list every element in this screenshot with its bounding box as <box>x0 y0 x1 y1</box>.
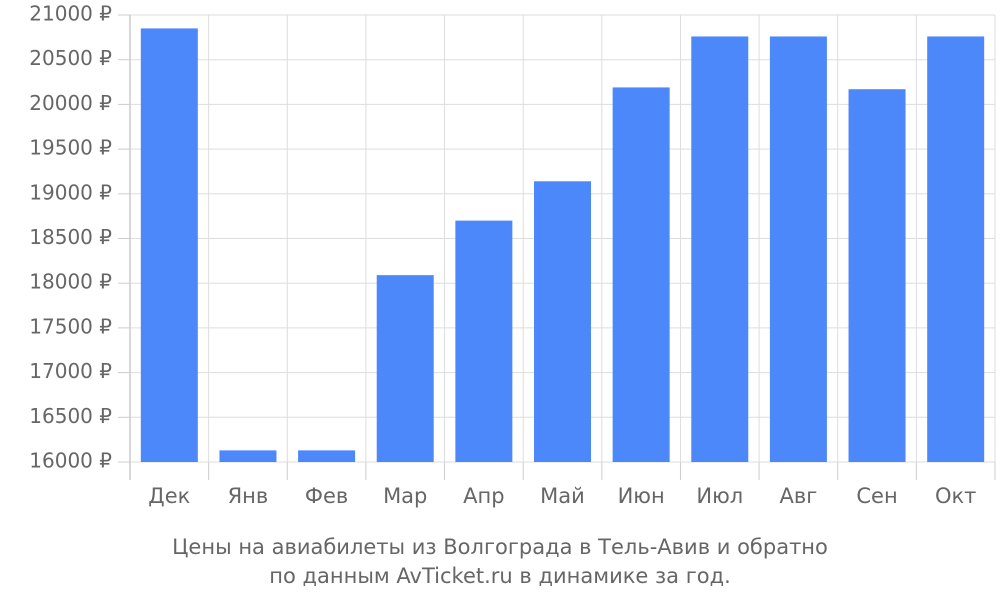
bar <box>769 36 827 463</box>
bar <box>691 36 749 463</box>
bar <box>140 28 198 462</box>
bar <box>298 450 356 462</box>
y-tick-label: 20000 ₽ <box>29 91 112 115</box>
y-tick-label: 20500 ₽ <box>29 46 112 70</box>
x-tick-label: Дек <box>148 484 190 508</box>
y-tick-label: 19000 ₽ <box>29 180 112 204</box>
bar <box>534 181 591 462</box>
x-tick-label: Май <box>540 484 585 508</box>
x-tick-label: Янв <box>228 484 269 508</box>
chart-subtitle: по данным AvTicket.ru в динамике за год. <box>269 564 731 588</box>
bar <box>612 87 670 462</box>
x-tick-label: Сен <box>856 484 897 508</box>
bar <box>219 450 277 462</box>
x-tick-label: Фев <box>305 484 348 508</box>
y-tick-label: 16000 ₽ <box>29 449 112 473</box>
x-tick-label: Июн <box>618 484 665 508</box>
y-tick-label: 16500 ₽ <box>29 404 112 428</box>
x-tick-label: Июл <box>696 484 743 508</box>
y-tick-label: 21000 ₽ <box>29 2 112 26</box>
x-tick-label: Окт <box>935 484 976 508</box>
x-tick-label: Авг <box>780 484 818 508</box>
y-tick-label: 18000 ₽ <box>29 270 112 294</box>
y-tick-label: 17000 ₽ <box>29 359 112 383</box>
chart-title: Цены на авиабилеты из Волгограда в Тель-… <box>172 535 828 559</box>
bar <box>455 220 513 462</box>
bar <box>927 36 985 463</box>
bar <box>376 275 434 462</box>
bar <box>848 89 906 463</box>
x-tick-label: Апр <box>463 484 504 508</box>
x-tick-label: Мар <box>383 484 427 508</box>
y-tick-label: 18500 ₽ <box>29 225 112 249</box>
y-tick-label: 17500 ₽ <box>29 314 112 338</box>
y-tick-label: 19500 ₽ <box>29 136 112 160</box>
